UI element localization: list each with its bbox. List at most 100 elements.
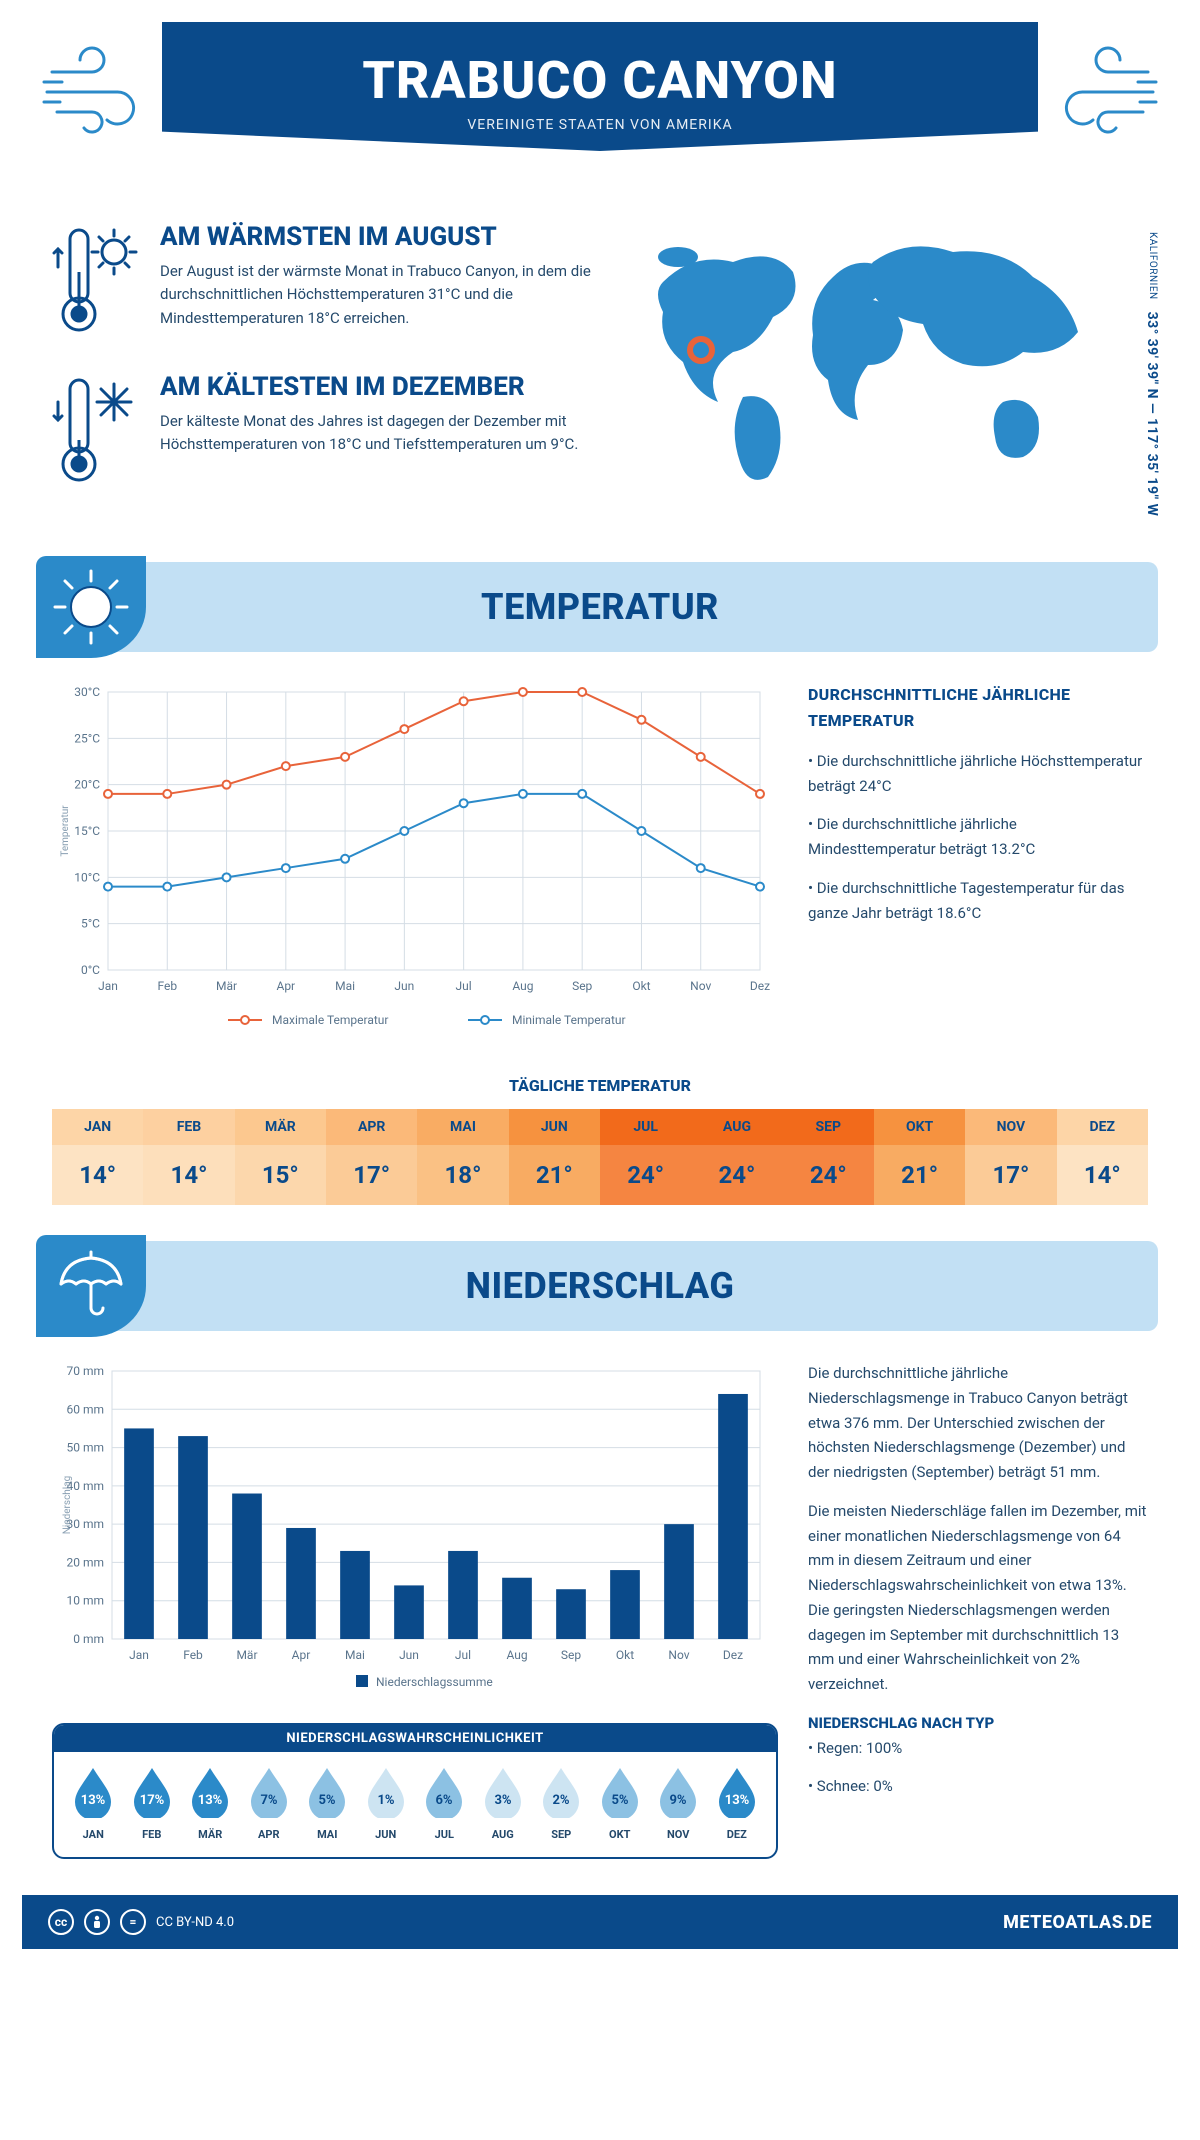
precip-p1: Die durchschnittliche jährliche Niedersc… [808,1361,1148,1485]
svg-text:0 mm: 0 mm [73,1632,104,1646]
svg-text:Sep: Sep [561,1648,581,1662]
summary-bullet: • Die durchschnittliche jährliche Höchst… [808,749,1148,799]
svg-text:Dez: Dez [723,1648,743,1662]
svg-text:Dez: Dez [750,979,770,993]
raindrop-icon: 7% [247,1766,291,1818]
summary-bullets: • Die durchschnittliche jährliche Höchst… [808,749,1148,926]
raindrop-icon: 5% [598,1766,642,1818]
svg-text:Feb: Feb [157,979,177,993]
svg-text:Aug: Aug [512,979,533,993]
svg-text:50 mm: 50 mm [66,1441,104,1455]
precip-prob-cell: 1%JUN [357,1766,416,1841]
precip-prob-cell: 9% NOV [649,1766,708,1841]
section-header-precip: NIEDERSCHLAG [42,1241,1158,1331]
precip-prob-cell: 7%APR [240,1766,299,1841]
temp-value: 14° [1057,1145,1148,1205]
raindrop-icon: 13% [71,1766,115,1818]
raindrop-icon: 17% [130,1766,174,1818]
temp-value: 17° [965,1145,1056,1205]
svg-text:Niederschlagssumme: Niederschlagssumme [376,1675,493,1689]
svg-text:13%: 13% [81,1793,106,1808]
fact-text: Der August ist der wärmste Monat in Trab… [160,260,603,330]
thermometer-hot-icon [52,222,142,346]
temp-value: 24° [691,1145,782,1205]
month-label: AUG [474,1828,533,1841]
svg-text:Jul: Jul [455,1648,471,1662]
month-label: JUN [509,1109,600,1145]
raindrop-icon: 6% [422,1766,466,1818]
precip-chart-row: 0 mm10 mm20 mm30 mm40 mm50 mm60 mm70 mmJ… [22,1361,1178,1885]
svg-text:Maximale Temperatur: Maximale Temperatur [272,1013,388,1027]
temp-value: 15° [235,1145,326,1205]
svg-text:Jul: Jul [456,979,472,993]
precip-prob-cell: 3%AUG [474,1766,533,1841]
precip-prob-cell: 13%DEZ [708,1766,767,1841]
svg-text:Nov: Nov [690,979,711,993]
summary-bullet: • Die durchschnittliche Tagestemperatur … [808,876,1148,926]
month-label: FEB [123,1828,182,1841]
sun-icon [36,556,146,658]
month-label: OKT [591,1828,650,1841]
month-label: SEP [532,1828,591,1841]
precip-prob-cell: 5% OKT [591,1766,650,1841]
month-label: JAN [64,1828,123,1841]
svg-text:Okt: Okt [632,979,650,993]
svg-text:Mär: Mär [216,979,237,993]
svg-text:9%: 9% [670,1793,687,1808]
temp-value: 14° [52,1145,143,1205]
raindrop-icon: 5% [305,1766,349,1818]
month-label: JUN [357,1828,416,1841]
temperature-summary: DURCHSCHNITTLICHE JÄHRLICHE TEMPERATUR •… [808,682,1148,1042]
month-label: APR [326,1109,417,1145]
header-area: TRABUCO CANYON VEREINIGTE STAATEN VON AM… [22,22,1178,202]
temp-strip-cell: JAN14° [52,1109,143,1205]
month-label: MÄR [235,1109,326,1145]
svg-text:10 mm: 10 mm [66,1594,104,1608]
month-label: MAI [417,1109,508,1145]
svg-text:60 mm: 60 mm [66,1402,104,1416]
svg-text:Sep: Sep [572,979,592,993]
svg-text:20°C: 20°C [74,778,100,792]
svg-text:5°C: 5°C [81,917,100,931]
summary-bullet: • Die durchschnittliche jährliche Mindes… [808,812,1148,862]
precip-prob-cell: 5%MAI [298,1766,357,1841]
temp-strip-cell: NOV17° [965,1109,1056,1205]
svg-text:17%: 17% [139,1793,164,1808]
temp-strip-cell: AUG24° [691,1109,782,1205]
svg-text:Okt: Okt [616,1648,634,1662]
temp-value: 24° [600,1145,691,1205]
precip-probability-panel: NIEDERSCHLAGSWAHRSCHEINLICHKEIT 13%JAN17… [52,1723,778,1859]
svg-text:Jan: Jan [98,979,118,993]
svg-text:Jun: Jun [394,979,414,993]
svg-text:Niederschlag: Niederschlag [62,1476,73,1535]
temp-strip-cell: JUN21° [509,1109,600,1205]
precip-type-heading: NIEDERSCHLAG NACH TYP [808,1711,1148,1736]
svg-text:6%: 6% [436,1793,453,1808]
umbrella-icon [36,1235,146,1337]
month-label: SEP [783,1109,874,1145]
svg-text:Jan: Jan [129,1648,149,1662]
temperature-line-chart: 0°C5°C10°C15°C20°C25°C30°CJanFebMärAprMa… [52,682,778,1042]
temp-value: 21° [874,1145,965,1205]
svg-text:13%: 13% [198,1793,223,1808]
svg-text:Aug: Aug [506,1648,527,1662]
temp-strip-cell: DEZ14° [1057,1109,1148,1205]
section-title: NIEDERSCHLAG [466,1265,735,1307]
month-label: NOV [965,1109,1056,1145]
precip-prob-cell: 13%MÄR [181,1766,240,1841]
fact-title: AM KÄLTESTEN IM DEZEMBER [160,372,603,402]
month-label: NOV [649,1828,708,1841]
page: TRABUCO CANYON VEREINIGTE STAATEN VON AM… [0,0,1200,1971]
svg-text:70 mm: 70 mm [66,1364,104,1378]
map-column: KALIFORNIEN 33° 39' 39'' N — 117° 35' 19… [623,222,1148,522]
facts-column: AM WÄRMSTEN IM AUGUST Der August ist der… [52,222,603,522]
svg-text:15°C: 15°C [74,824,100,838]
nd-icon: = [120,1909,146,1935]
precip-type-item: • Schnee: 0% [808,1774,1148,1799]
coords-text: 33° 39' 39'' N — 117° 35' 19'' W [1144,312,1160,517]
temp-strip-cell: FEB14° [143,1109,234,1205]
month-label: DEZ [1057,1109,1148,1145]
daily-temp-strip: JAN14°FEB14°MÄR15°APR17°MAI18°JUN21°JUL2… [52,1109,1148,1205]
svg-text:Mär: Mär [236,1648,257,1662]
svg-text:5%: 5% [611,1793,628,1808]
